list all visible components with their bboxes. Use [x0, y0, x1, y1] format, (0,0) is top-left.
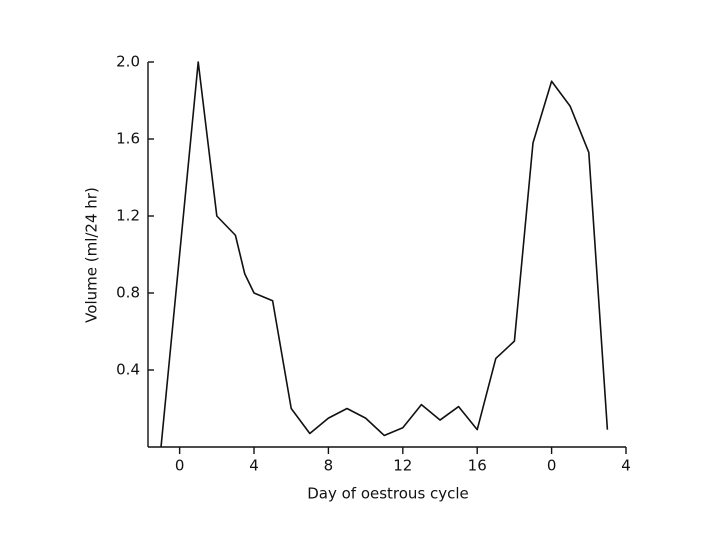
x-tick-label: 4 [621, 457, 631, 475]
x-tick-label: 8 [324, 457, 334, 475]
y-tick-label: 2.0 [116, 53, 140, 71]
x-tick-label: 16 [468, 457, 487, 475]
y-axis-label: Volume (ml/24 hr) [83, 187, 101, 323]
y-tick-label: 0.8 [116, 284, 140, 302]
x-axis-label: Day of oestrous cycle [307, 485, 469, 503]
y-tick-label: 1.6 [116, 130, 140, 148]
x-tick-label: 12 [393, 457, 412, 475]
y-tick-label: 1.2 [116, 207, 140, 225]
x-tick-label: 0 [547, 457, 557, 475]
x-tick-label: 4 [249, 457, 259, 475]
y-tick-label: 0.4 [116, 361, 140, 379]
data-line [160, 61, 609, 448]
x-tick-label: 0 [175, 457, 185, 475]
